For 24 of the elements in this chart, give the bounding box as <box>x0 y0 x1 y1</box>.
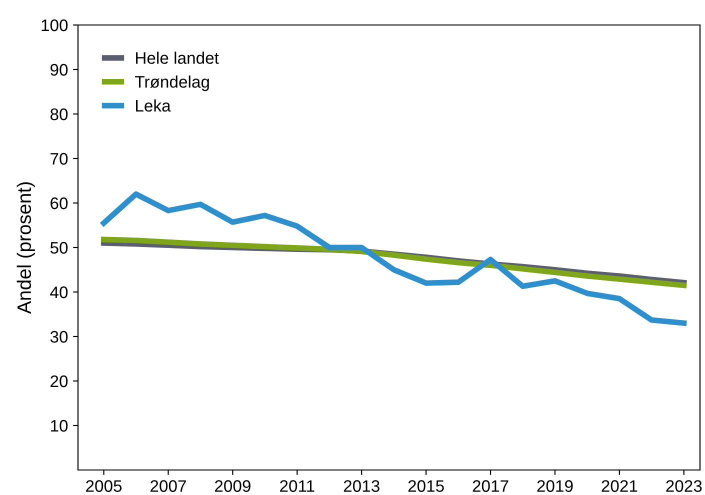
y-tick-label: 60 <box>50 197 68 210</box>
x-tick-label: 2007 <box>150 480 186 492</box>
y-tick-label: 100 <box>42 19 68 32</box>
x-tick-label: 2011 <box>280 480 314 492</box>
x-tick-label: 2005 <box>86 480 122 492</box>
legend-label: Leka <box>136 99 171 112</box>
y-tick-label: 70 <box>50 152 68 165</box>
y-tick-label: 50 <box>50 242 68 254</box>
y-tick-label: 90 <box>50 64 68 76</box>
legend-label: Hele landet <box>136 52 219 64</box>
x-tick-label: 2023 <box>666 480 702 492</box>
x-tick-label: 2019 <box>537 480 573 492</box>
y-tick-label: 80 <box>50 108 68 120</box>
x-tick-label: 2017 <box>472 480 508 492</box>
y-tick-label: 20 <box>50 375 68 388</box>
x-tick-label: 2013 <box>344 480 380 492</box>
y-tick-label: 40 <box>50 286 68 298</box>
x-tick-label: 2015 <box>408 480 444 492</box>
y-tick-label: 30 <box>50 330 68 343</box>
x-tick-label: 2021 <box>602 480 638 492</box>
x-tick-label: 2009 <box>214 480 250 492</box>
legend-label: Trøndelag <box>135 76 209 92</box>
y-tick-label: 10 <box>51 420 68 432</box>
y-axis-title: Andel (prosent) <box>16 182 35 314</box>
